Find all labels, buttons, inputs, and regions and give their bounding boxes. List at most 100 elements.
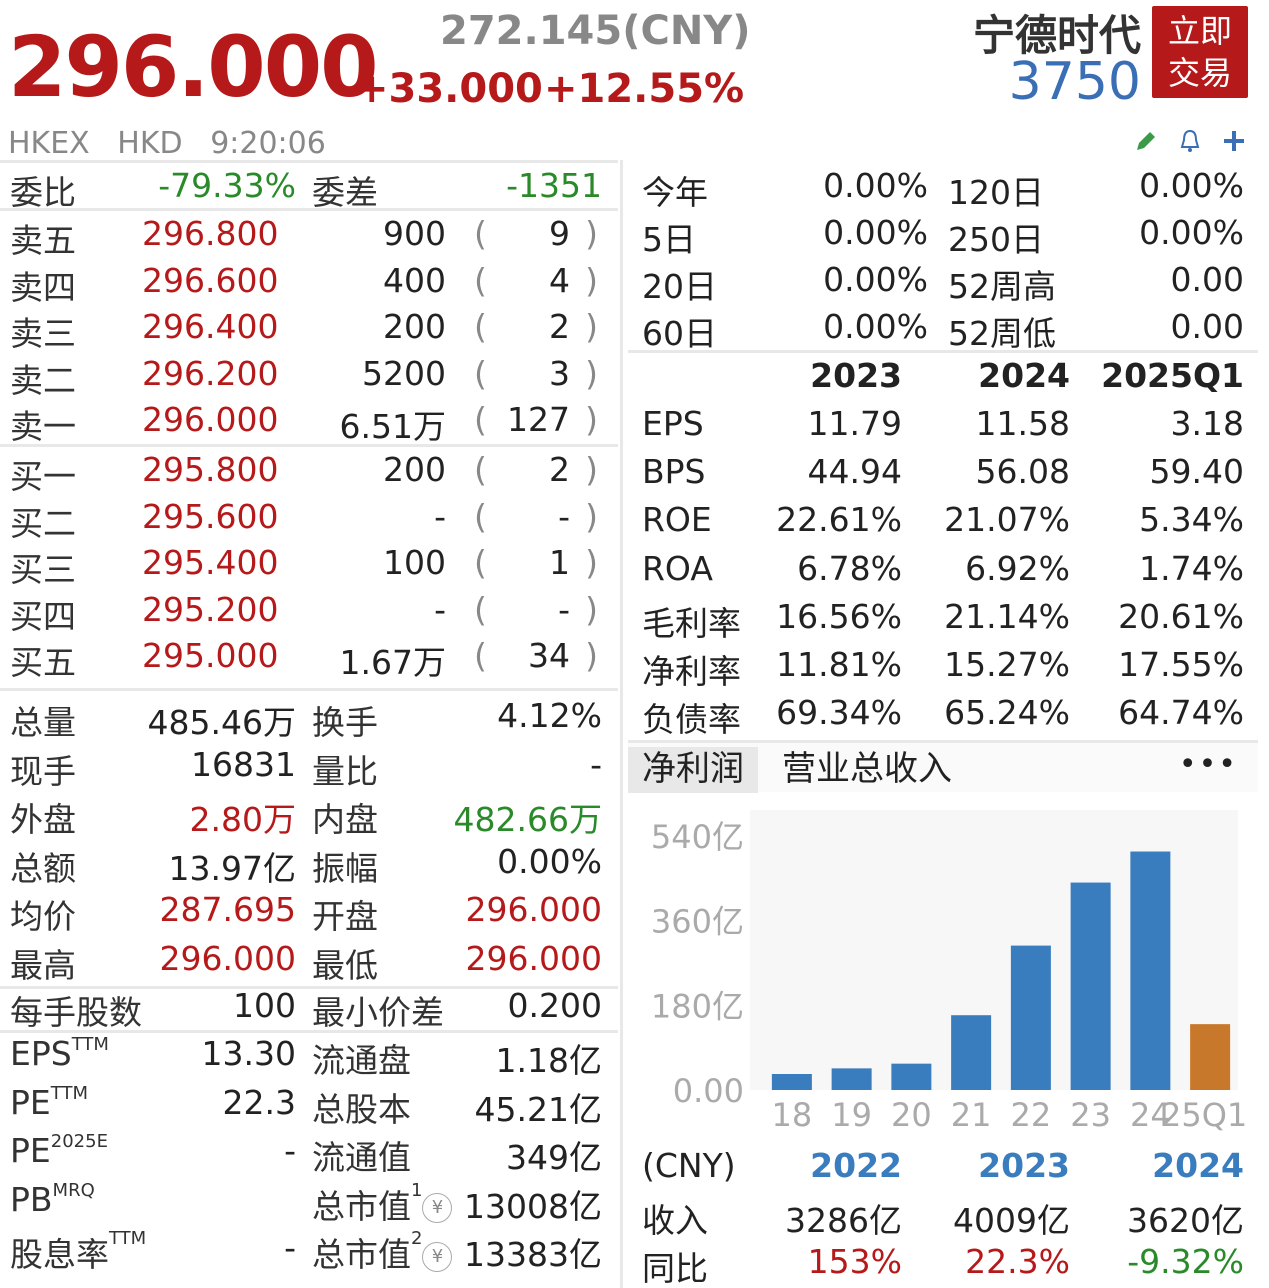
currency: HKD — [117, 126, 183, 161]
paren-close: ) — [585, 543, 598, 582]
more-icon[interactable]: ••• — [1178, 747, 1238, 782]
level-volume: 100 — [383, 543, 446, 582]
stat-value: 16831 — [191, 744, 296, 784]
perf-value: 0.00% — [823, 213, 928, 252]
fin-metric-value: 6.92% — [965, 548, 1070, 588]
stock-name: 宁德时代 — [972, 11, 1141, 60]
bid-row: 买三 295.400 100 (1) — [0, 543, 618, 589]
fin-header-row: 2023 2024 2025Q1 — [628, 356, 1258, 402]
valuation-row: PE2025E - 流通值 349亿 — [0, 1131, 618, 1177]
valuation-value: 22.3 — [222, 1082, 296, 1122]
perf-row: 20日 0.00% 52周高 0.00 — [628, 260, 1258, 306]
bid-row: 买五 295.000 1.67万 (34) — [0, 636, 618, 682]
divider — [0, 1030, 618, 1033]
perf-value: 0.00% — [823, 260, 928, 299]
level-label: 买二 — [10, 503, 76, 543]
cny-price: 272.145(CNY) — [440, 8, 751, 54]
x-tick-label: 20 — [891, 1096, 932, 1134]
level-price: 296.200 — [142, 353, 279, 393]
perf-label: 60日 — [642, 314, 717, 353]
tab-total-revenue[interactable]: 营业总收入 — [782, 749, 952, 789]
fin-row: 净利率 11.81% 15.27% 17.55% — [628, 645, 1258, 691]
yoy-row: 同比 153% 22.3% -9.32% — [628, 1242, 1258, 1288]
perf-value: 0.00% — [823, 307, 928, 346]
stat-label: 振幅 — [312, 848, 378, 888]
fin-metric-label: 负债率 — [642, 700, 741, 740]
fin-metric-value: 44.94 — [807, 452, 902, 492]
fin-row: 毛利率 16.56% 21.14% 20.61% — [628, 597, 1258, 643]
trade-button-line1: 立即 — [1167, 12, 1232, 50]
level-volume: 1.67万 — [339, 643, 446, 682]
x-tick-label: 18 — [772, 1096, 813, 1134]
bar-21[interactable] — [951, 1015, 992, 1090]
ask-row: 卖三 296.400 200 (2) — [0, 307, 618, 353]
valuation-label: PBMRQ — [10, 1180, 95, 1219]
level-order-count: 2 — [549, 450, 570, 489]
level-volume: 200 — [383, 307, 446, 346]
fin-metric-value: 3.18 — [1170, 404, 1244, 443]
paren-open: ( — [474, 543, 487, 582]
stock-code: 3750 — [1008, 52, 1141, 112]
fin-row: ROE 22.61% 21.07% 5.34% — [628, 500, 1258, 546]
ask-row: 卖四 296.600 400 (4) — [0, 261, 618, 307]
plus-icon[interactable] — [1219, 126, 1249, 156]
level-label: 买三 — [10, 550, 76, 589]
level-order-count: 9 — [549, 214, 570, 253]
tick-size-value: 0.200 — [507, 986, 602, 1025]
bar-24[interactable] — [1130, 851, 1171, 1090]
level-order-count: 2 — [549, 307, 570, 346]
valuation-label-text: PE — [10, 1131, 51, 1170]
paren-open: ( — [474, 353, 487, 393]
fin-metric-value: 22.61% — [776, 500, 902, 540]
diff-value: -1351 — [506, 166, 602, 205]
valuation-value: 13383亿 — [464, 1235, 602, 1274]
bell-icon[interactable] — [1175, 126, 1205, 156]
x-tick-label: 22 — [1011, 1096, 1052, 1134]
revenue-header-row: (CNY) 2022 2023 2024 — [628, 1146, 1258, 1192]
valuation-row: 股息率TTM - 总市值2¥ 13383亿 — [0, 1228, 618, 1274]
divider — [0, 208, 618, 211]
divider — [0, 986, 618, 989]
bar-20[interactable] — [891, 1063, 932, 1090]
stat-row: 最高 296.000 最低 296.000 — [0, 939, 618, 985]
level-order-count: 3 — [549, 353, 570, 393]
edit-icon[interactable] — [1131, 126, 1161, 156]
stat-row: 总量 485.46万 换手 4.12% — [0, 696, 618, 742]
perf-value: 0.00% — [823, 166, 928, 205]
fin-metric-value: 65.24% — [944, 693, 1070, 733]
bar-19[interactable] — [831, 1068, 872, 1090]
valuation-label: 总股本 — [312, 1083, 411, 1131]
perf-label: 52周高 — [948, 267, 1056, 306]
fin-row: 负债率 69.34% 65.24% 64.74% — [628, 693, 1258, 739]
level-price: 295.200 — [142, 589, 279, 629]
paren-close: ) — [585, 496, 598, 536]
level-label: 卖四 — [10, 267, 76, 307]
perf-row: 今年 0.00% 120日 0.00% — [628, 166, 1258, 212]
level-order-count: 4 — [549, 260, 570, 300]
paren-close: ) — [585, 214, 598, 253]
bar-18[interactable] — [771, 1074, 812, 1090]
revenue-row: 收入 3286亿 4009亿 3620亿 — [628, 1194, 1258, 1240]
bar-22[interactable] — [1010, 945, 1051, 1090]
level-order-count: 127 — [507, 400, 570, 439]
bar-23[interactable] — [1070, 882, 1111, 1090]
valuation-value: 1.18亿 — [495, 1041, 602, 1080]
level-volume: 400 — [383, 260, 446, 300]
fin-metric-value: 64.74% — [1118, 693, 1244, 733]
tab-net-profit[interactable]: 净利润 — [628, 747, 758, 793]
level-order-count: - — [558, 496, 570, 536]
level-label: 买四 — [10, 596, 76, 636]
perf-label: 250日 — [948, 220, 1044, 259]
fin-metric-value: 56.08 — [975, 452, 1070, 492]
level-price: 296.400 — [142, 307, 279, 346]
valuation-label-text: PB — [10, 1179, 53, 1219]
bar-25Q1[interactable] — [1190, 1024, 1231, 1090]
level-price: 296.600 — [142, 260, 279, 300]
valuation-label: PE2025E — [10, 1131, 108, 1170]
quote-header: 296.000 272.145(CNY) +33.000 +12.55% 宁德时… — [0, 0, 1269, 161]
yoy-cell: 22.3% — [965, 1242, 1070, 1281]
fin-row: ROA 6.78% 6.92% 1.74% — [628, 549, 1258, 595]
trade-now-button[interactable]: 立即 交易 — [1152, 6, 1248, 98]
valuation-label-suffix: MRQ — [52, 1179, 95, 1201]
divider — [0, 688, 618, 691]
